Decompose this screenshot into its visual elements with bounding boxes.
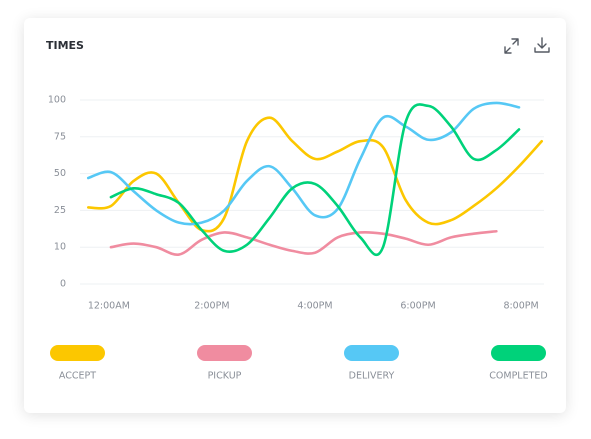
- legend-label: COMPLETED: [489, 371, 547, 382]
- y-tick-label: 75: [54, 131, 66, 142]
- y-tick-label: 0: [60, 279, 66, 290]
- x-tick-label: 4:00PM: [297, 301, 332, 312]
- x-tick-label: 12:00AM: [88, 301, 130, 312]
- legend-swatch: [344, 345, 399, 361]
- y-tick-label: 25: [54, 205, 66, 216]
- chart-title: TIMES: [46, 39, 84, 52]
- y-tick-label: 10: [54, 242, 66, 253]
- legend-label: DELIVERY: [349, 371, 395, 382]
- legend-swatch: [50, 345, 105, 361]
- line-series: [86, 116, 543, 233]
- line-series: [86, 101, 521, 226]
- y-tick-label: 50: [54, 168, 66, 179]
- x-tick-label: 2:00PM: [194, 301, 229, 312]
- x-tick-label: 8:00PM: [503, 301, 538, 312]
- line-series: [109, 103, 521, 257]
- legend-swatch: [197, 345, 252, 361]
- x-tick-label: 6:00PM: [400, 301, 435, 312]
- download-icon[interactable]: [534, 37, 550, 53]
- y-tick-label: 100: [48, 95, 66, 106]
- legend-label: ACCEPT: [59, 371, 96, 382]
- legend-label: PICKUP: [208, 371, 242, 382]
- line-series: [109, 229, 498, 256]
- card: [24, 18, 566, 413]
- expand-icon[interactable]: [504, 38, 519, 54]
- legend-swatch: [491, 345, 546, 361]
